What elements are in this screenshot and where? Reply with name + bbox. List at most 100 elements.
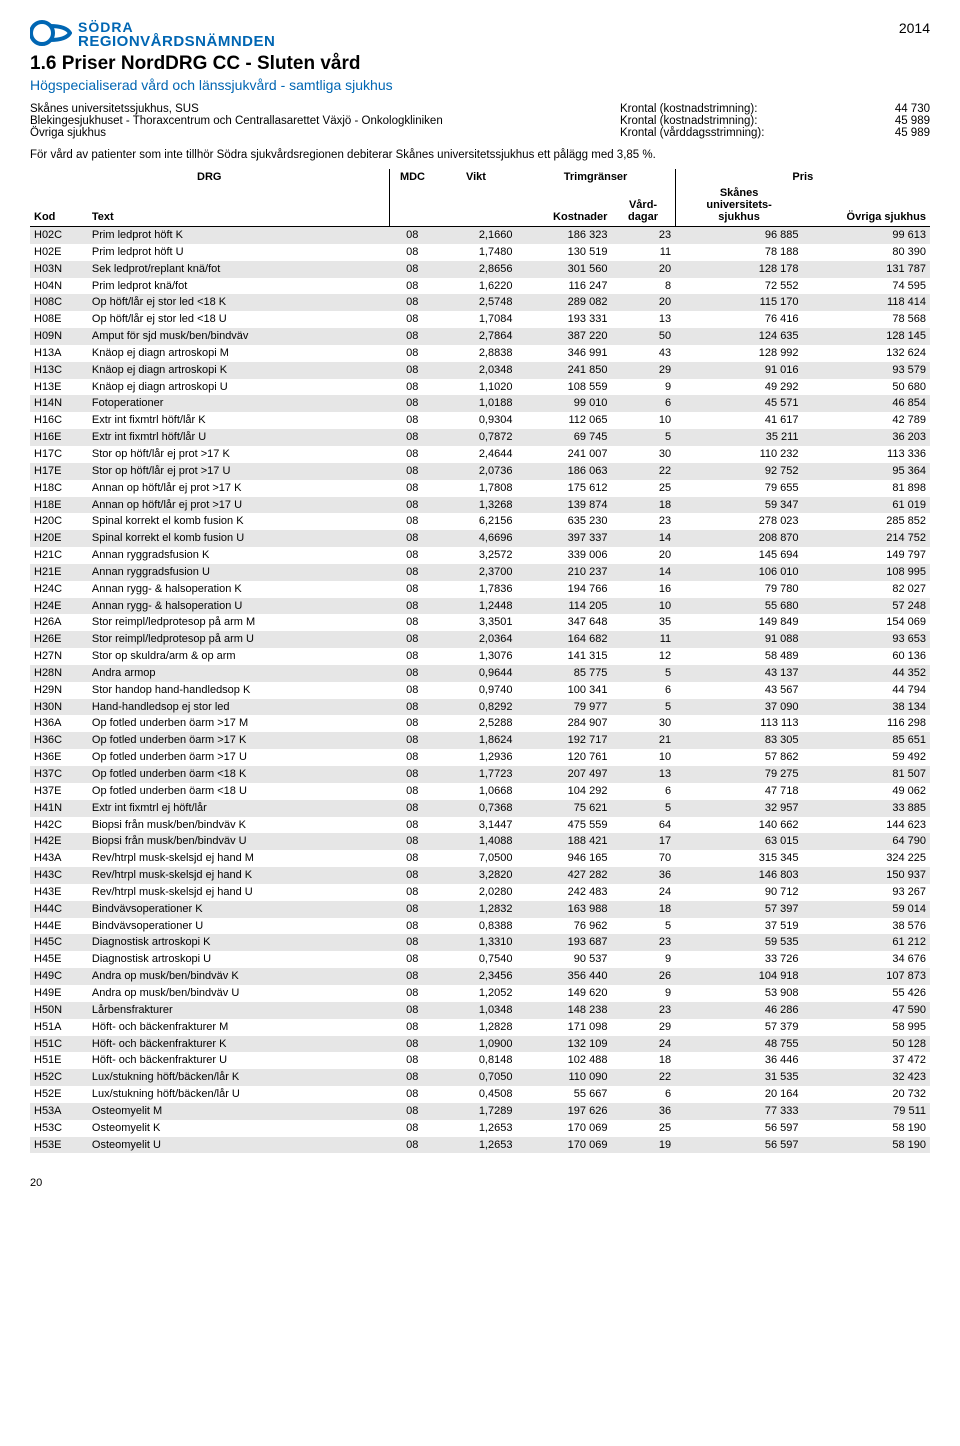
table-cell: 55 680: [675, 598, 802, 615]
th-trim: Trimgränser: [516, 169, 675, 185]
table-cell: 150 937: [803, 867, 930, 884]
table-cell: Höft- och bäckenfrakturer M: [88, 1019, 389, 1036]
table-cell: 49 292: [675, 379, 802, 396]
table-cell: Stor reimpl/ledprotesop på arm U: [88, 631, 389, 648]
table-cell: Annan op höft/lår ej prot >17 U: [88, 497, 389, 514]
table-cell: 91 016: [675, 362, 802, 379]
table-cell: 0,4508: [435, 1086, 516, 1103]
table-cell: 24: [611, 884, 675, 901]
table-cell: 70: [611, 850, 675, 867]
table-cell: 08: [389, 833, 435, 850]
table-cell: 113 113: [675, 715, 802, 732]
table-cell: 192 717: [516, 732, 611, 749]
table-cell: 130 519: [516, 244, 611, 261]
table-cell: 58 190: [803, 1137, 930, 1154]
table-cell: 81 507: [803, 766, 930, 783]
table-row: H45EDiagnostisk artroskopi U080,754090 5…: [30, 951, 930, 968]
table-cell: 1,2052: [435, 985, 516, 1002]
info-right-row: Krontal (kostnadstrimning):45 989: [620, 115, 930, 127]
table-cell: 56 597: [675, 1137, 802, 1154]
table-cell: 149 797: [803, 547, 930, 564]
table-cell: H43E: [30, 884, 88, 901]
table-row: H16CExtr int fixmtrl höft/lår K080,93041…: [30, 412, 930, 429]
table-cell: 0,7540: [435, 951, 516, 968]
table-cell: 08: [389, 1120, 435, 1137]
table-cell: 210 237: [516, 564, 611, 581]
table-row: H51CHöft- och bäckenfrakturer K081,09001…: [30, 1036, 930, 1053]
table-cell: 0,7050: [435, 1069, 516, 1086]
table-cell: 20: [611, 547, 675, 564]
table-cell: 37 519: [675, 918, 802, 935]
table-cell: Annan op höft/lår ej prot >17 K: [88, 480, 389, 497]
table-cell: H45E: [30, 951, 88, 968]
table-cell: 7,0500: [435, 850, 516, 867]
table-cell: 47 718: [675, 783, 802, 800]
table-cell: 106 010: [675, 564, 802, 581]
table-cell: H28N: [30, 665, 88, 682]
table-row: H43ERev/htrpl musk-skelsjd ej hand U082,…: [30, 884, 930, 901]
table-cell: 13: [611, 311, 675, 328]
table-cell: 08: [389, 715, 435, 732]
th-kod: Kod: [30, 185, 88, 227]
th-kost: Kostnader: [516, 185, 611, 227]
table-cell: 10: [611, 598, 675, 615]
table-cell: H30N: [30, 699, 88, 716]
table-cell: 2,7864: [435, 328, 516, 345]
table-cell: H41N: [30, 800, 88, 817]
table-cell: 95 364: [803, 463, 930, 480]
table-cell: 57 397: [675, 901, 802, 918]
table-cell: 242 483: [516, 884, 611, 901]
table-cell: Annan ryggradsfusion U: [88, 564, 389, 581]
table-cell: H53E: [30, 1137, 88, 1154]
table-cell: 61 212: [803, 934, 930, 951]
table-cell: Andra op musk/ben/bindväv K: [88, 968, 389, 985]
table-cell: Rev/htrpl musk-skelsjd ej hand U: [88, 884, 389, 901]
table-cell: 6: [611, 682, 675, 699]
table-cell: 36 446: [675, 1052, 802, 1069]
table-cell: 85 651: [803, 732, 930, 749]
info-left-line: Skånes universitetssjukhus, SUS: [30, 103, 620, 115]
table-cell: 102 488: [516, 1052, 611, 1069]
info-right-row: Krontal (kostnadstrimning):44 730: [620, 103, 930, 115]
table-cell: 08: [389, 379, 435, 396]
table-cell: 57 248: [803, 598, 930, 615]
table-cell: H42C: [30, 817, 88, 834]
table-cell: 140 662: [675, 817, 802, 834]
table-cell: 170 069: [516, 1120, 611, 1137]
info-right-value: 45 989: [870, 115, 930, 127]
table-cell: 278 023: [675, 513, 802, 530]
table-cell: 9: [611, 951, 675, 968]
table-row: H27NStor op skuldra/arm & op arm081,3076…: [30, 648, 930, 665]
table-cell: 107 873: [803, 968, 930, 985]
table-cell: 132 109: [516, 1036, 611, 1053]
table-cell: Stor handop hand-handledsop K: [88, 682, 389, 699]
table-header: DRG MDC Vikt Trimgränser Pris Kod Text K…: [30, 169, 930, 227]
table-cell: 56 597: [675, 1120, 802, 1137]
table-row: H09NAmput för sjd musk/ben/bindväv082,78…: [30, 328, 930, 345]
table-row: H43ARev/htrpl musk-skelsjd ej hand M087,…: [30, 850, 930, 867]
table-cell: 46 854: [803, 395, 930, 412]
table-cell: Diagnostisk artroskopi K: [88, 934, 389, 951]
table-cell: 113 336: [803, 446, 930, 463]
table-cell: 08: [389, 362, 435, 379]
table-cell: 241 850: [516, 362, 611, 379]
table-cell: H03N: [30, 261, 88, 278]
table-cell: 387 220: [516, 328, 611, 345]
th-sus: Skånes universitets- sjukhus: [675, 185, 802, 227]
table-cell: 78 188: [675, 244, 802, 261]
table-row: H44CBindvävsoperationer K081,2832163 988…: [30, 901, 930, 918]
table-cell: H53C: [30, 1120, 88, 1137]
table-row: H53COsteomyelit K081,2653170 0692556 597…: [30, 1120, 930, 1137]
table-cell: Prim ledprot knä/fot: [88, 278, 389, 295]
table-cell: Osteomyelit M: [88, 1103, 389, 1120]
table-cell: Stor op skuldra/arm & op arm: [88, 648, 389, 665]
table-cell: H08C: [30, 294, 88, 311]
table-row: H36AOp fotled underben öarm >17 M082,528…: [30, 715, 930, 732]
table-cell: H13E: [30, 379, 88, 396]
table-cell: 23: [611, 934, 675, 951]
table-cell: 38 576: [803, 918, 930, 935]
table-cell: 08: [389, 446, 435, 463]
table-cell: H36C: [30, 732, 88, 749]
table-cell: H53A: [30, 1103, 88, 1120]
table-cell: 08: [389, 850, 435, 867]
